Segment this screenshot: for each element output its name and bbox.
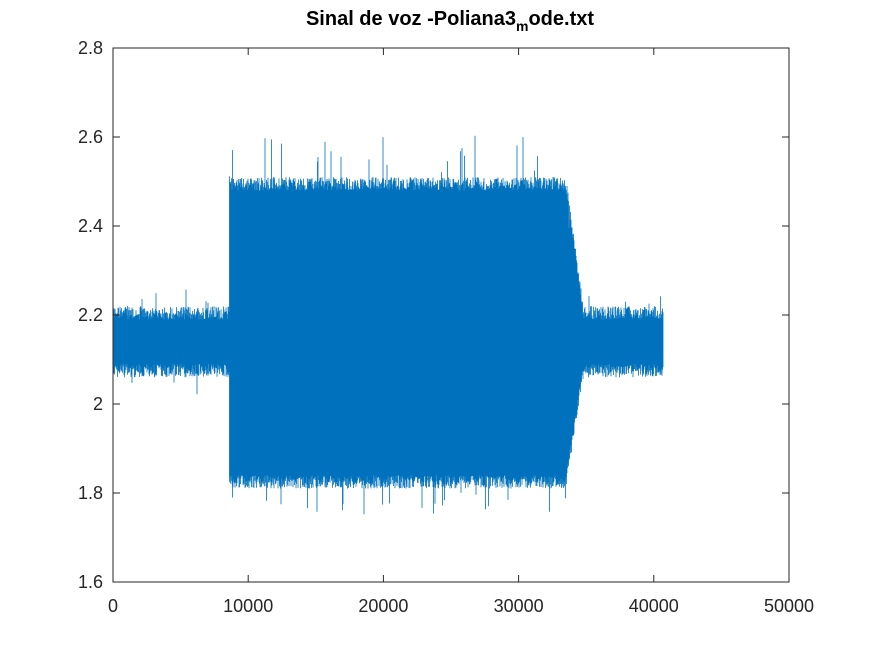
axis-ticks: 0 10000 20000 30000 40000 50000 1.6 1.8 2 2.2 2.4 2… [78, 38, 814, 616]
x-tick-label: 0 [108, 596, 118, 616]
x-tick-label: 20000 [358, 596, 408, 616]
y-tick-label: 1.8 [78, 483, 103, 503]
y-tick-label: 2.4 [78, 216, 103, 236]
x-tick-label: 40000 [629, 596, 679, 616]
chart-title-suffix: ode.txt [528, 8, 594, 30]
y-tick-label: 2.6 [78, 127, 103, 147]
x-tick-label: 50000 [764, 596, 814, 616]
x-tick-label: 10000 [223, 596, 273, 616]
x-tick-label: 30000 [494, 596, 544, 616]
y-tick-label: 2.8 [78, 38, 103, 58]
y-tick-label: 2.2 [78, 305, 103, 325]
y-tick-label: 1.6 [78, 572, 103, 592]
chart-title-subscript: m [516, 18, 528, 34]
chart-title-prefix: Sinal de voz -Poliana3 [306, 8, 516, 30]
chart-title: Sinal de voz -Poliana3mode.txt [306, 8, 594, 34]
y-tick-label: 2 [93, 394, 103, 414]
